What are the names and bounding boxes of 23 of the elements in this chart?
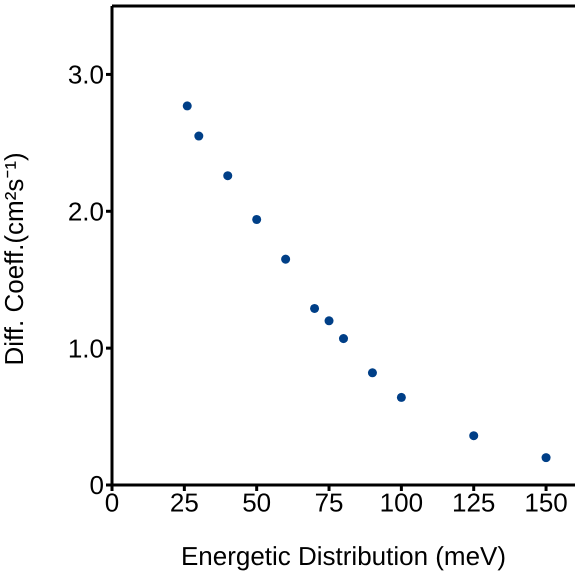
point bbox=[396, 392, 406, 402]
point bbox=[194, 132, 204, 141]
point bbox=[324, 316, 334, 326]
point bbox=[223, 171, 232, 180]
point bbox=[182, 101, 192, 110]
point bbox=[542, 453, 551, 462]
x-tick-label: 50 bbox=[242, 487, 272, 518]
point bbox=[368, 368, 377, 378]
point bbox=[310, 304, 320, 313]
x-tick-label: 150 bbox=[524, 487, 568, 518]
x-tick-label: 25 bbox=[170, 487, 199, 518]
point bbox=[281, 254, 290, 264]
y-tick-label: 3.0 bbox=[68, 60, 104, 90]
y-tick-label: 1.0 bbox=[68, 333, 104, 364]
y-tick-label: 2.0 bbox=[68, 196, 104, 227]
point bbox=[469, 431, 478, 440]
y-axis-title: Diff. Coeff.(cm²s⁻¹) bbox=[0, 152, 30, 366]
x-tick-label: 100 bbox=[380, 487, 424, 518]
x-axis-title: Energetic Distribution (meV) bbox=[180, 541, 506, 571]
point bbox=[252, 214, 262, 224]
x-tick-label: 75 bbox=[314, 487, 344, 518]
point bbox=[338, 334, 348, 344]
x-tick-label: 125 bbox=[452, 487, 496, 518]
